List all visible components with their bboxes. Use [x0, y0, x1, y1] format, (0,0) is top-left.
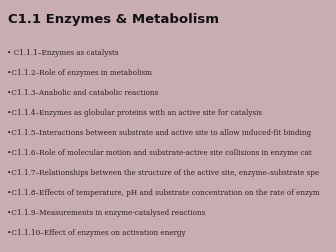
Text: •C1.1.2–Role of enzymes in metabolism: •C1.1.2–Role of enzymes in metabolism	[7, 69, 152, 77]
Text: C1.1 Enzymes & Metabolism: C1.1 Enzymes & Metabolism	[8, 13, 219, 26]
Text: • C1.1.1–Enzymes as catalysts: • C1.1.1–Enzymes as catalysts	[7, 49, 118, 57]
Text: •C1.1.7–Relationships between the structure of the active site, enzyme–substrate: •C1.1.7–Relationships between the struct…	[7, 169, 319, 177]
Text: •C1.1.9–Measurements in enzyme-catalysed reactions: •C1.1.9–Measurements in enzyme-catalysed…	[7, 209, 205, 217]
Text: •C1.1.3–Anabolic and catabolic reactions: •C1.1.3–Anabolic and catabolic reactions	[7, 89, 158, 97]
Text: •C1.1.6–Role of molecular motion and substrate-active site collisions in enzyme : •C1.1.6–Role of molecular motion and sub…	[7, 149, 311, 157]
Text: •C1.1.4–Enzymes as globular proteins with an active site for catalysis: •C1.1.4–Enzymes as globular proteins wit…	[7, 109, 262, 117]
Text: •C1.1.10–Effect of enzymes on activation energy: •C1.1.10–Effect of enzymes on activation…	[7, 229, 185, 237]
Text: •C1.1.5–Interactions between substrate and active site to allow induced-fit bind: •C1.1.5–Interactions between substrate a…	[7, 129, 311, 137]
Text: •C1.1.8–Effects of temperature, pH and substrate concentration on the rate of en: •C1.1.8–Effects of temperature, pH and s…	[7, 189, 319, 197]
